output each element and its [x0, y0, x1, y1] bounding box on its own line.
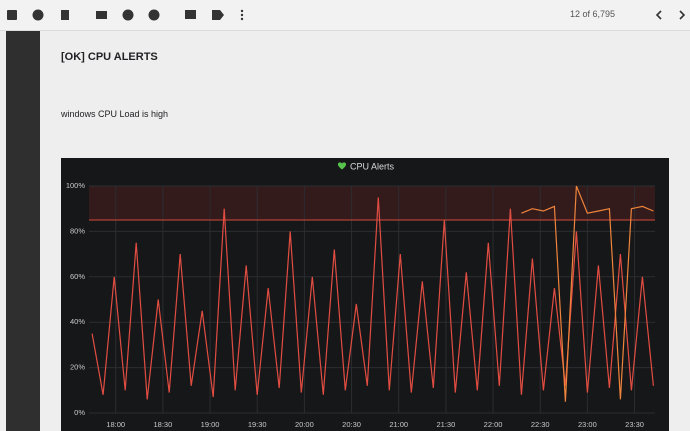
snooze-icon[interactable]: [122, 9, 134, 21]
series-line: [521, 185, 654, 402]
body-text: windows CPU Load is high: [61, 109, 169, 119]
chart-title: CPU Alerts: [350, 161, 395, 171]
task-icon[interactable]: [148, 9, 160, 21]
y-tick-label: 0%: [74, 408, 85, 417]
pager: [655, 10, 686, 20]
alert-zone: [89, 186, 655, 221]
y-tick-label: 20%: [70, 363, 85, 372]
toolbar-icons: [7, 9, 244, 21]
x-tick-label: 21:00: [389, 420, 408, 429]
next-button[interactable]: [679, 10, 686, 20]
x-tick-label: 18:00: [106, 420, 125, 429]
x-tick-label: 20:30: [342, 420, 361, 429]
x-tick-label: 21:30: [437, 420, 456, 429]
y-tick-label: 100%: [66, 181, 86, 190]
x-tick-label: 20:00: [295, 420, 314, 429]
y-tick-label: 60%: [70, 272, 85, 281]
side-strip: [6, 31, 40, 431]
series-line: [91, 197, 654, 400]
move-icon[interactable]: [185, 10, 196, 19]
status-heart: [337, 162, 347, 170]
archive-icon[interactable]: [7, 10, 17, 20]
toolbar: 12 of 6,795: [0, 0, 690, 31]
more-icon[interactable]: [240, 9, 244, 21]
label-icon[interactable]: [212, 10, 224, 20]
chart: CPU Alerts 0% 20% 40% 60% 80% 100% 18:00 18:30 1…: [61, 158, 669, 431]
x-tick-label: 23:30: [625, 420, 644, 429]
unread-icon[interactable]: [96, 11, 107, 19]
panel: [61, 158, 669, 431]
delete-icon[interactable]: [61, 10, 69, 20]
x-tick-label: 19:00: [201, 420, 220, 429]
x-tick-label: 22:30: [531, 420, 550, 429]
x-tick-label: 18:30: [154, 420, 173, 429]
subject: [OK] CPU ALERTS: [61, 51, 158, 63]
x-tick-label: 22:00: [484, 420, 503, 429]
message-counter: 12 of 6,795: [569, 9, 615, 19]
x-tick-label: 23:00: [578, 420, 597, 429]
y-tick-label: 40%: [70, 317, 85, 326]
y-tick-label: 80%: [70, 226, 85, 235]
spam-icon[interactable]: [32, 9, 44, 21]
prev-button[interactable]: [655, 10, 662, 20]
x-tick-label: 19:30: [248, 420, 267, 429]
